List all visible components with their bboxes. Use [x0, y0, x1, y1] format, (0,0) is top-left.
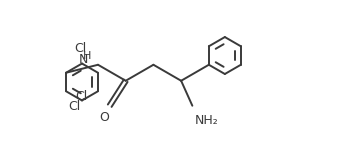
Text: Cl: Cl — [76, 90, 88, 103]
Text: H: H — [83, 51, 91, 61]
Text: Cl: Cl — [68, 100, 80, 113]
Text: O: O — [99, 111, 109, 124]
Text: NH₂: NH₂ — [194, 114, 218, 127]
Text: N: N — [78, 53, 88, 66]
Text: Cl: Cl — [74, 42, 86, 55]
